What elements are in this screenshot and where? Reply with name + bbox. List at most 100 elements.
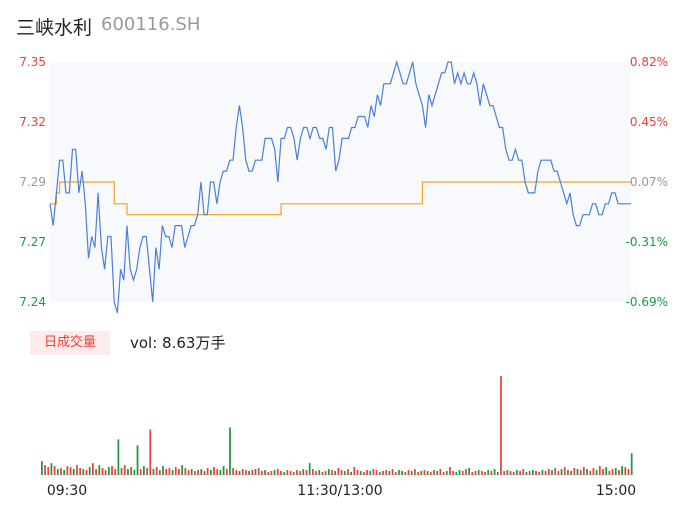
volume-bar <box>283 472 286 475</box>
volume-bar <box>627 469 630 475</box>
volume-bar <box>76 465 78 475</box>
volume-bar <box>630 453 633 475</box>
volume-bar <box>429 472 432 475</box>
volume-bar <box>503 471 506 475</box>
volume-bar <box>50 463 53 475</box>
volume-bar <box>257 468 260 475</box>
volume-bar <box>541 470 544 475</box>
volume-bar <box>614 468 617 475</box>
volume-bars <box>41 376 633 475</box>
volume-bar <box>582 467 585 475</box>
volume-bar <box>305 470 308 475</box>
x-tick-label: 11:30/13:00 <box>297 483 382 499</box>
volume-label: vol: 8.63万手 <box>130 334 226 352</box>
volume-bar <box>414 469 416 475</box>
volume-bar <box>171 470 174 475</box>
average-price-line <box>50 181 631 216</box>
volume-bar <box>308 463 311 475</box>
x-tick-label: 09:30 <box>47 483 87 499</box>
volume-bar <box>229 427 231 475</box>
volume-bar <box>133 470 136 475</box>
volume-bar <box>206 468 209 475</box>
volume-bar <box>155 467 158 475</box>
volume-bar <box>92 463 94 475</box>
volume-bar <box>442 472 445 475</box>
volume-bar <box>69 467 72 475</box>
volume-bar <box>254 469 257 475</box>
volume-bar <box>477 470 480 475</box>
volume-bar <box>276 469 279 475</box>
volume-bar <box>391 469 394 475</box>
volume-bar <box>190 469 193 475</box>
volume-bar <box>538 472 541 475</box>
volume-bar <box>168 468 171 475</box>
volume-bar <box>366 470 368 475</box>
volume-bar <box>299 471 301 475</box>
volume-bar <box>471 472 474 475</box>
volume-bar <box>445 471 448 475</box>
volume-bar <box>245 470 247 475</box>
volume-bar <box>85 470 88 475</box>
volume-bar <box>270 471 273 475</box>
volume-bar <box>146 468 148 475</box>
volume-bar <box>130 467 133 475</box>
y-right-tick-label: 0.82% <box>630 55 668 69</box>
volume-bar <box>449 467 451 475</box>
volume-bar <box>60 468 62 475</box>
volume-bar <box>560 469 563 475</box>
volume-bar <box>490 471 493 475</box>
y-axis-left: 7.35 7.32 7.29 7.27 7.24 <box>19 55 46 309</box>
volume-bar <box>165 469 168 475</box>
volume-bar <box>203 471 206 475</box>
volume-bar <box>579 470 582 475</box>
volume-bar <box>439 469 442 475</box>
volume-bar <box>241 469 244 475</box>
volume-bar <box>331 470 333 475</box>
volume-bar <box>158 470 161 475</box>
volume-bar <box>589 471 592 475</box>
volume-bar <box>567 470 569 475</box>
volume-bar <box>66 466 69 475</box>
volume-bar <box>356 470 359 475</box>
volume-bar <box>209 470 212 475</box>
volume-bar <box>350 472 352 475</box>
volume-bar <box>516 470 518 475</box>
volume-bar <box>474 471 477 475</box>
volume-bar <box>334 471 337 475</box>
volume-bar <box>149 429 152 475</box>
volume-bar <box>152 469 155 475</box>
volume-bar <box>337 468 340 475</box>
volume-bar <box>222 466 225 475</box>
volume-bar <box>101 468 104 475</box>
volume-bar <box>296 470 298 475</box>
volume-bar <box>353 467 356 475</box>
volume-bar <box>98 465 101 475</box>
volume-bar <box>114 469 117 475</box>
volume-bar <box>104 470 107 475</box>
volume-bar <box>264 470 266 475</box>
volume-bar <box>398 470 400 475</box>
volume-bar <box>570 471 572 475</box>
volume-bar <box>216 469 219 475</box>
volume-bar <box>107 467 110 475</box>
y-right-tick-label: 0.45% <box>630 115 668 129</box>
volume-bar <box>251 470 254 475</box>
volume-bar <box>394 472 397 475</box>
y-left-tick-label: 7.27 <box>19 235 46 249</box>
volume-bar <box>200 469 203 475</box>
volume-bar <box>595 470 598 475</box>
volume-bar <box>372 469 375 475</box>
volume-bar <box>44 465 46 475</box>
volume-bar <box>465 469 467 475</box>
volume-bar <box>500 376 502 475</box>
volume-bar <box>547 469 550 475</box>
volume-bar <box>407 470 410 475</box>
volume-bar <box>605 467 608 475</box>
volume-bar <box>363 472 365 475</box>
volume-bar <box>343 471 346 475</box>
volume-bar <box>375 470 378 475</box>
volume-bar <box>417 472 419 475</box>
y-axis-right: 0.82% 0.45% 0.07% -0.31% -0.69% <box>626 55 668 309</box>
volume-bar <box>302 469 305 475</box>
volume-bar <box>111 466 113 475</box>
